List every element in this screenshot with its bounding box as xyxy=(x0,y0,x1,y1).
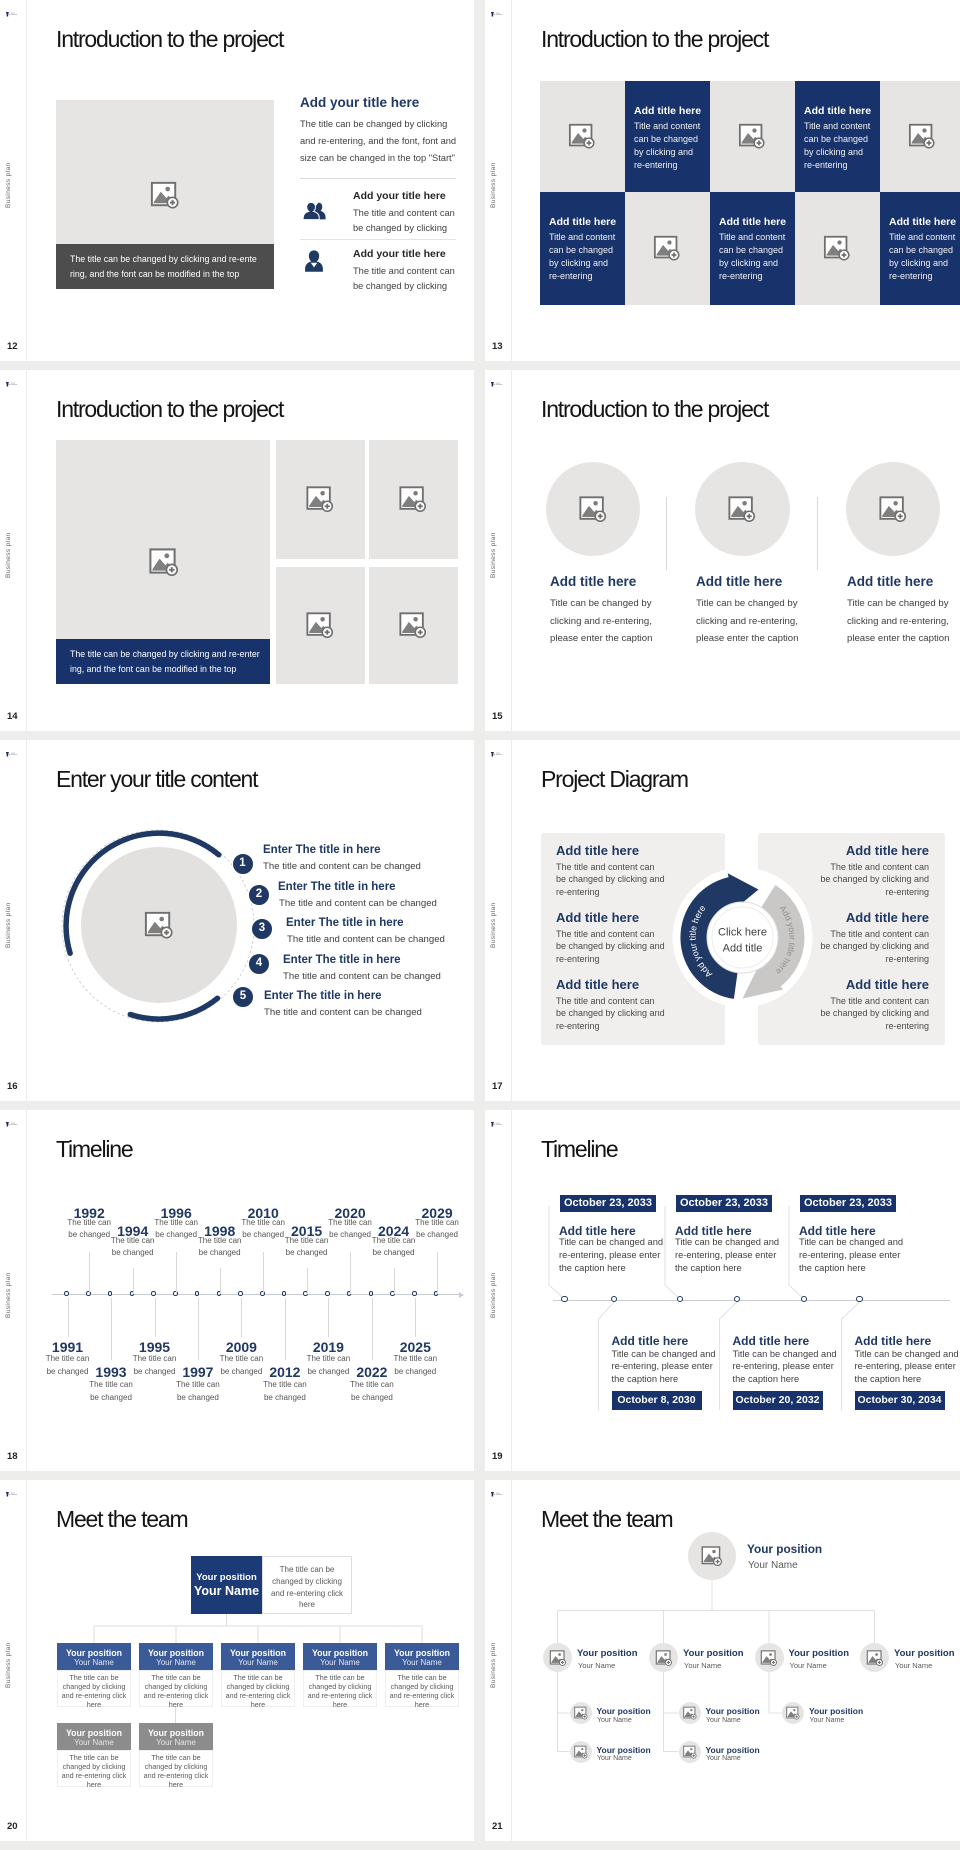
svg-text:Click here: Click here xyxy=(718,927,767,939)
svg-text:Add title: Add title xyxy=(723,943,763,955)
